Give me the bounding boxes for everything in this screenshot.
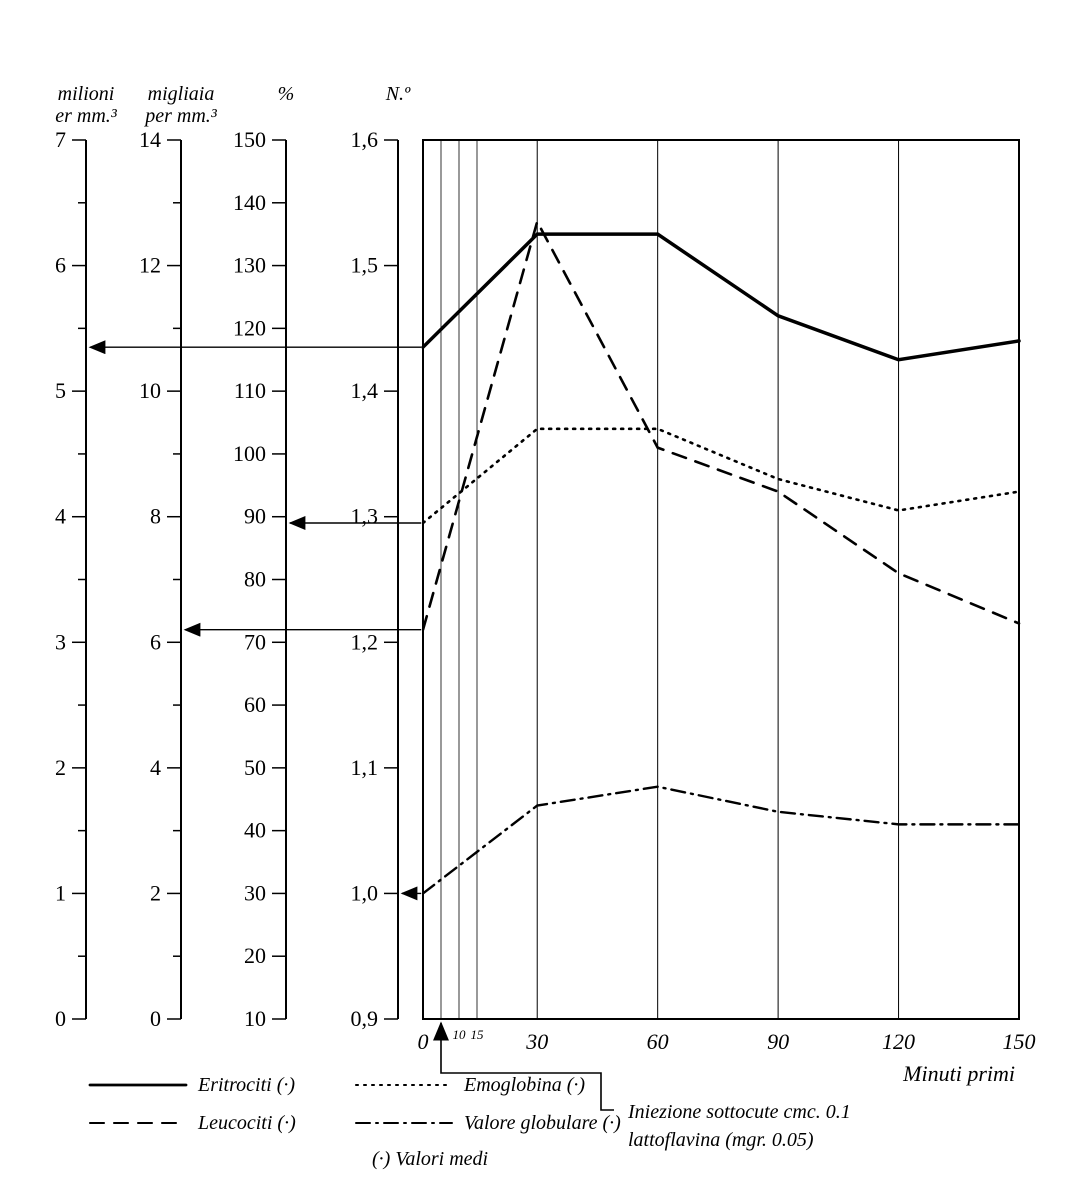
axis-tick-label: 150 (233, 127, 266, 152)
plot-frame (423, 140, 1019, 1019)
x-tick-label: 15 (471, 1027, 485, 1042)
axis-tick-label: 100 (233, 441, 266, 466)
x-tick-label: 10 (453, 1027, 467, 1042)
legend-footer: (·) Valori medi (372, 1148, 488, 1170)
axis-tick-label: 20 (244, 943, 266, 968)
chart-page: milionier mm.³01234567migliaiaper mm.³02… (0, 0, 1069, 1200)
axis-heading: N.º (385, 83, 411, 105)
axis-tick-label: 70 (244, 629, 266, 654)
axis-heading: per mm.³ (143, 105, 218, 127)
axis-tick-label: 5 (55, 378, 66, 403)
axis-tick-label: 60 (244, 692, 266, 717)
axis-tick-label: 110 (234, 378, 266, 403)
axis-tick-label: 0,9 (351, 1006, 379, 1031)
legend-label-leucociti: Leucociti (·) (197, 1112, 296, 1134)
axis-tick-label: 1,4 (351, 378, 379, 403)
chart-svg: milionier mm.³01234567migliaiaper mm.³02… (0, 0, 1069, 1200)
series-valore_globulare (423, 787, 1019, 894)
injection-note-line: Iniezione sottocute cmc. 0.1 (627, 1101, 851, 1123)
axis-tick-label: 10 (139, 378, 161, 403)
axis-tick-label: 6 (150, 629, 161, 654)
series-eritrociti (423, 234, 1019, 360)
x-tick-label: 150 (1003, 1029, 1036, 1054)
legend-label-valore_globulare: Valore globulare (·) (464, 1112, 621, 1134)
axis-tick-label: 6 (55, 253, 66, 278)
axis-tick-label: 4 (150, 755, 161, 780)
axis-heading: % (278, 83, 295, 105)
axis-tick-label: 2 (55, 755, 66, 780)
series-emoglobina (423, 429, 1019, 523)
x-axis-title: Minuti primi (902, 1061, 1015, 1086)
x-tick-label: 0 (418, 1029, 429, 1054)
axis-tick-label: 1 (55, 880, 66, 905)
axis-tick-label: 3 (55, 629, 66, 654)
axis-tick-label: 1,1 (351, 755, 379, 780)
legend-label-eritrociti: Eritrociti (·) (197, 1074, 295, 1096)
axis-tick-label: 12 (139, 253, 161, 278)
axis-tick-label: 1,2 (351, 629, 379, 654)
axis-tick-label: 40 (244, 818, 266, 843)
axis-tick-label: 50 (244, 755, 266, 780)
axis-heading: er mm.³ (55, 105, 118, 127)
axis-tick-label: 0 (150, 1006, 161, 1031)
axis-tick-label: 14 (139, 127, 161, 152)
x-tick-label: 120 (882, 1029, 915, 1054)
axis-heading: migliaia (148, 83, 215, 105)
axis-tick-label: 80 (244, 567, 266, 592)
axis-tick-label: 120 (233, 315, 266, 340)
axis-tick-label: 10 (244, 1006, 266, 1031)
injection-note-line: lattoflavina (mgr. 0.05) (628, 1129, 814, 1151)
axis-tick-label: 1,5 (351, 253, 379, 278)
axis-tick-label: 130 (233, 253, 266, 278)
axis-tick-label: 2 (150, 880, 161, 905)
x-tick-label: 60 (647, 1029, 669, 1054)
axis-tick-label: 1,0 (351, 880, 379, 905)
axis-tick-label: 4 (55, 504, 66, 529)
x-tick-label: 90 (767, 1029, 789, 1054)
axis-heading: milioni (58, 83, 115, 105)
legend-label-emoglobina: Emoglobina (·) (463, 1074, 585, 1096)
axis-tick-label: 140 (233, 190, 266, 215)
axis-tick-label: 90 (244, 504, 266, 529)
axis-tick-label: 7 (55, 127, 66, 152)
series-leucociti (423, 222, 1019, 630)
axis-tick-label: 1,3 (351, 504, 379, 529)
axis-tick-label: 8 (150, 504, 161, 529)
axis-tick-label: 0 (55, 1006, 66, 1031)
axis-tick-label: 30 (244, 880, 266, 905)
x-tick-label: 30 (525, 1029, 548, 1054)
axis-tick-label: 1,6 (351, 127, 379, 152)
